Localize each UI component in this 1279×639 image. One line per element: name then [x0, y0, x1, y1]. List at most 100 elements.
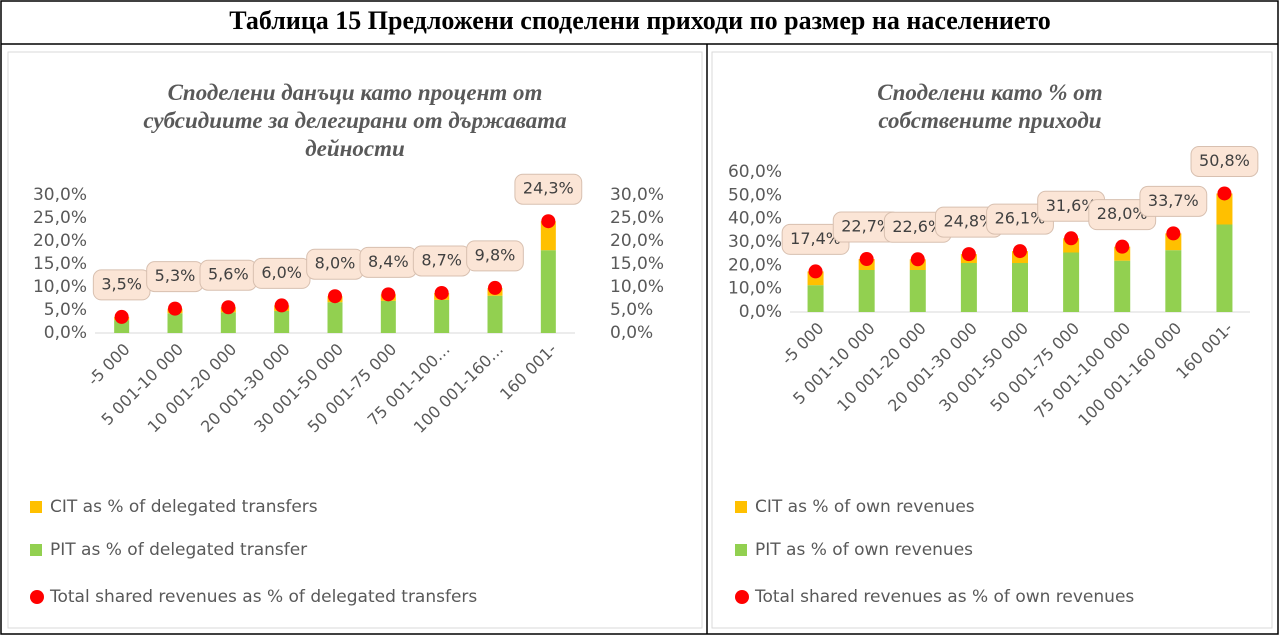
chart-frame	[7, 51, 703, 629]
total-dot	[808, 264, 823, 279]
value-label: 17,4%	[790, 229, 841, 248]
bar-segment	[1216, 224, 1233, 312]
value-label: 9,8%	[475, 245, 516, 264]
y2-tick-label: 30,0%	[610, 185, 664, 205]
value-label: 3,5%	[101, 274, 142, 293]
total-dot	[1217, 186, 1232, 201]
bar-segment	[909, 270, 926, 312]
legend-marker	[735, 590, 749, 604]
value-label: 22,7%	[841, 217, 892, 236]
y-tick-label: 10,0%	[728, 279, 782, 299]
y2-tick-label: 20,0%	[610, 231, 664, 251]
total-dot	[114, 309, 129, 324]
x-tick-label: 20 001-30 000	[884, 319, 981, 416]
total-dot	[168, 301, 182, 316]
value-label: 26,1%	[995, 209, 1046, 228]
bar-segment	[858, 270, 875, 312]
value-label-box	[514, 173, 583, 205]
y-tick-label: 5,0%	[44, 300, 87, 320]
total-dot	[434, 285, 449, 300]
legend-label: Total shared revenues as % of delegated …	[49, 587, 477, 607]
bar-segment	[434, 299, 450, 333]
total-dot	[221, 300, 236, 315]
chart-title: Споделени като % от собствените приходи	[877, 80, 1102, 133]
bar-segment	[807, 285, 824, 312]
total-dot	[381, 287, 396, 302]
bar-segment	[540, 250, 556, 333]
legend-swatch	[30, 501, 42, 513]
x-tick-label: 50 001-75 000	[986, 319, 1083, 416]
value-label: 24,8%	[943, 212, 994, 231]
total-dot	[488, 280, 502, 295]
x-tick-label: 160 001-	[1172, 319, 1236, 383]
legend-label: Total shared revenues as % of own revenu…	[754, 587, 1134, 607]
bar-segment	[220, 312, 236, 333]
total-dot	[1064, 231, 1079, 246]
x-tick-label: 160 001-	[496, 340, 560, 404]
y-tick-label: 10,0%	[33, 277, 87, 297]
x-tick-label: -5 000	[84, 340, 134, 390]
legend-label: PIT as % of delegated transfer	[50, 540, 307, 560]
y2-tick-label: 25,0%	[610, 208, 664, 228]
bar-segment	[114, 320, 130, 333]
total-dot	[961, 247, 976, 262]
value-label: 6,0%	[261, 263, 302, 282]
bar-segment	[274, 310, 290, 333]
x-tick-label: 30 001-50 000	[935, 319, 1032, 416]
y2-tick-label: 15,0%	[610, 254, 664, 274]
chart-title: Споделени данъци като процент от субсидии…	[143, 80, 566, 161]
y-tick-label: 40,0%	[728, 209, 782, 229]
value-label: 8,4%	[368, 252, 409, 271]
bar-segment	[1216, 193, 1233, 225]
legend-label: CIT as % of own revenues	[755, 497, 975, 517]
total-dot	[1115, 239, 1130, 254]
bar-segment	[380, 300, 396, 333]
value-label-box	[1190, 145, 1259, 177]
total-dot	[274, 298, 289, 313]
total-dot	[328, 289, 342, 304]
value-label-box	[466, 240, 524, 272]
y-tick-label: 0,0%	[44, 323, 87, 343]
total-dot	[1166, 226, 1181, 241]
value-label: 5,6%	[208, 265, 249, 284]
y-tick-label: 15,0%	[33, 254, 87, 274]
bar-segment	[1063, 252, 1080, 312]
value-label: 5,3%	[155, 266, 196, 285]
value-label: 33,7%	[1148, 191, 1199, 210]
table-title: Таблица 15 Предложени споделени приходи …	[229, 6, 1051, 35]
y2-tick-label: 5,0%	[610, 300, 653, 320]
value-label: 31,6%	[1046, 196, 1097, 215]
y2-tick-label: 10,0%	[610, 277, 664, 297]
x-tick-label: -5 000	[778, 319, 828, 369]
value-label: 8,7%	[421, 250, 462, 269]
value-label: 28,0%	[1097, 204, 1148, 223]
y2-tick-label: 0,0%	[610, 323, 653, 343]
y-tick-label: 25,0%	[33, 208, 87, 228]
y-tick-label: 60,0%	[728, 162, 782, 182]
bar-segment	[960, 263, 977, 312]
total-dot	[910, 252, 925, 267]
y-tick-label: 50,0%	[728, 185, 782, 205]
y-tick-label: 20,0%	[728, 255, 782, 275]
value-label-box	[1139, 185, 1208, 217]
y-tick-label: 30,0%	[33, 185, 87, 205]
value-label: 8,0%	[315, 254, 356, 273]
value-label: 24,3%	[523, 179, 574, 198]
value-label: 22,6%	[892, 217, 943, 236]
total-dot	[541, 214, 556, 229]
bar-segment	[1012, 263, 1028, 312]
legend-label: CIT as % of delegated transfers	[50, 497, 318, 517]
bar-segment	[1114, 260, 1131, 312]
legend-label: PIT as % of own revenues	[755, 540, 973, 560]
y-tick-label: 30,0%	[728, 232, 782, 252]
bar-segment	[327, 302, 343, 333]
legend-marker	[30, 590, 44, 604]
value-label: 50,8%	[1199, 151, 1250, 170]
legend-swatch	[735, 544, 747, 556]
bar-segment	[1165, 250, 1182, 312]
total-dot	[1013, 244, 1027, 259]
total-dot	[859, 252, 874, 267]
legend-swatch	[735, 501, 747, 513]
